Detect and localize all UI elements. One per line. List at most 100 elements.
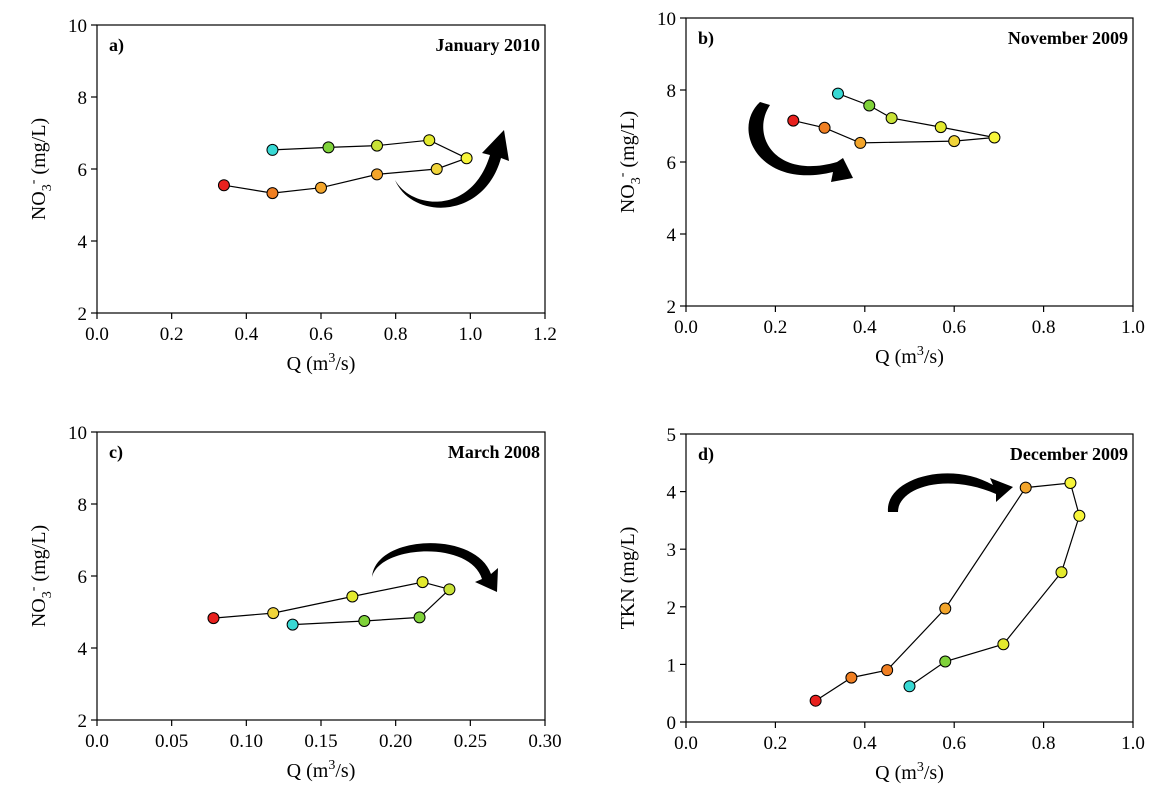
data-point	[1019, 481, 1032, 494]
y-tick-label: 8	[667, 81, 677, 102]
data-point	[315, 181, 327, 194]
y-tick-label: 4	[667, 483, 677, 504]
panel-label: a)	[109, 35, 124, 56]
y-tick-label: 10	[68, 423, 87, 444]
chart-panel-2: 0.0 0.2 0.4 0.6 0.8 1.0 2 4 6 8 10 Q (m3/s) NO3- (mg…	[615, 9, 1145, 368]
x-tick-label: 0.2	[160, 324, 184, 345]
y-tick-label: 0	[667, 713, 677, 734]
data-point	[881, 664, 894, 677]
data-point	[266, 187, 279, 200]
clockwise-arrow-icon	[887, 473, 1013, 512]
y-tick-label: 10	[657, 9, 676, 30]
series-line	[815, 482, 1081, 702]
x-tick-label: 1.0	[1121, 733, 1145, 754]
data-point	[286, 618, 299, 631]
data-point	[1073, 509, 1086, 522]
x-tick-label: 0.8	[1032, 733, 1056, 754]
ylabel-axis-title: NO3- (mg/L)	[26, 525, 55, 627]
clockwise-arrow-icon	[372, 543, 498, 592]
x-tick-label: 0.10	[230, 731, 263, 752]
x-tick-label: 0.4	[853, 317, 877, 338]
x-tick-label: 0.8	[384, 324, 408, 345]
panel-label: b)	[698, 28, 714, 49]
x-tick-label: 0.4	[853, 733, 877, 754]
x-tick-label: 0.30	[528, 731, 561, 752]
data-point	[430, 163, 443, 175]
x-tick-label: 0.2	[764, 733, 788, 754]
data-point	[787, 114, 800, 127]
xlabel-axis-title: Q (m3/s)	[287, 351, 356, 375]
chart-panel-1: 0.0 0.2 0.4 0.6 0.8 1.0 1.2 2 4 6 8 10 Q (m3/s) NO3- …	[26, 16, 557, 375]
data-point	[371, 168, 383, 181]
data-point	[1064, 476, 1077, 489]
y-tick-label: 8	[78, 88, 88, 109]
series-line	[223, 139, 469, 194]
plot-frame	[96, 431, 546, 721]
y-tick-label: 1	[667, 655, 677, 676]
ylabel-axis-title: TKN (mg/L)	[617, 527, 639, 630]
x-tick-label: 0.0	[674, 733, 698, 754]
xlabel-axis-title: Q (m3/s)	[875, 344, 944, 368]
panel-title: March 2008	[448, 442, 540, 462]
data-point	[1055, 566, 1068, 579]
xlabel-axis-title: Q (m3/s)	[875, 760, 944, 784]
x-tick-label: 0.20	[379, 731, 412, 752]
chart-panel-4: 0.0 0.2 0.4 0.6 0.8 1.0 0 1 2 3 4 5 Q (m3/s) TKN (mg/…	[617, 425, 1145, 784]
y-tick-label: 4	[78, 639, 88, 660]
y-tick-label: 4	[667, 225, 677, 246]
panel-label: c)	[109, 442, 123, 463]
x-tick-label: 0.8	[1032, 317, 1056, 338]
data-point	[423, 134, 436, 147]
data-point	[460, 152, 473, 165]
panel-label: d)	[698, 444, 714, 465]
data-point	[443, 583, 456, 596]
plot-frame	[685, 17, 1134, 307]
x-tick-label: 1.0	[458, 324, 482, 345]
x-tick-label: 0.05	[155, 731, 188, 752]
counterclockwise-arrow-icon	[748, 102, 853, 182]
x-tick-label: 0.0	[85, 324, 109, 345]
data-point	[939, 602, 952, 615]
data-point	[939, 655, 952, 668]
data-point	[988, 131, 1001, 144]
data-point	[863, 99, 876, 112]
y-tick-label: 3	[667, 540, 677, 561]
data-point	[207, 612, 220, 625]
y-tick-label: 10	[68, 16, 87, 37]
data-point	[885, 112, 898, 125]
x-tick-label: 0.0	[85, 731, 109, 752]
plot-frame	[96, 24, 546, 314]
data-point	[322, 141, 335, 154]
data-point	[809, 694, 822, 707]
y-tick-label: 6	[78, 567, 88, 588]
data-point	[413, 611, 426, 624]
panel-title: December 2009	[1010, 444, 1128, 464]
x-tick-label: 1.0	[1121, 317, 1145, 338]
panel-title: January 2010	[435, 35, 540, 55]
x-tick-label: 0.6	[309, 324, 333, 345]
data-point	[903, 680, 916, 693]
data-point	[854, 136, 867, 149]
x-tick-label: 0.6	[942, 733, 966, 754]
y-tick-label: 8	[78, 495, 88, 516]
data-point	[266, 143, 279, 156]
x-tick-label: 0.6	[942, 317, 966, 338]
y-tick-label: 6	[78, 160, 88, 181]
data-point	[818, 121, 831, 134]
x-tick-label: 0.2	[764, 317, 788, 338]
ylabel-axis-title: NO3- (mg/L)	[615, 111, 644, 213]
data-point	[416, 576, 429, 589]
panel-title: November 2009	[1008, 28, 1128, 48]
xlabel-axis-title: Q (m3/s)	[287, 758, 356, 782]
ylabel-axis-title: NO3- (mg/L)	[26, 118, 55, 220]
data-point	[346, 590, 359, 603]
y-tick-label: 2	[667, 598, 677, 619]
data-point	[831, 87, 844, 100]
y-tick-label: 6	[667, 153, 677, 174]
x-tick-label: 0.15	[304, 731, 337, 752]
data-point	[948, 135, 961, 148]
series-line	[213, 581, 451, 626]
y-tick-label: 2	[667, 297, 677, 318]
x-tick-label: 0.25	[454, 731, 487, 752]
